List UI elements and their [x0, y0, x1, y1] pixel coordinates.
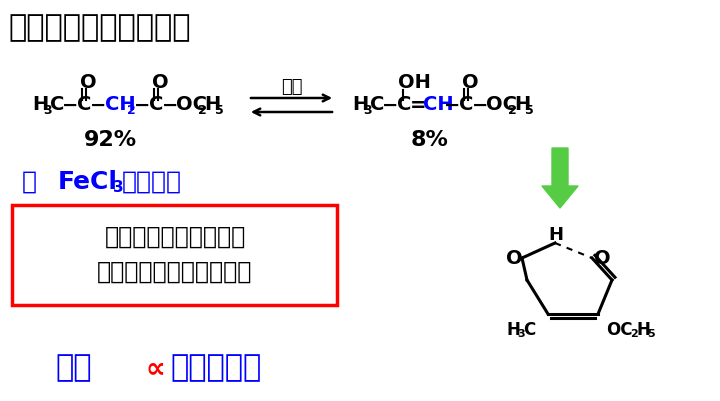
Text: C: C	[370, 95, 384, 115]
Text: 2: 2	[630, 329, 638, 339]
Text: C: C	[77, 95, 91, 115]
Text: FeCl: FeCl	[58, 170, 118, 194]
Text: C: C	[397, 95, 411, 115]
Text: H: H	[204, 95, 220, 115]
Text: 酮式和烯醇式互变异构: 酮式和烯醇式互变异构	[8, 14, 191, 43]
Text: C: C	[50, 95, 64, 115]
Text: 2: 2	[198, 103, 207, 117]
Text: OC: OC	[606, 321, 632, 339]
Text: 3: 3	[113, 180, 124, 194]
Text: −: −	[444, 95, 460, 115]
Text: −: −	[62, 95, 78, 115]
Text: O: O	[594, 249, 611, 267]
Text: 室温: 室温	[281, 78, 302, 96]
Text: O: O	[462, 73, 479, 93]
Text: 2: 2	[508, 103, 517, 117]
Text: O: O	[152, 73, 168, 93]
Text: −: −	[472, 95, 488, 115]
Text: O: O	[80, 73, 96, 93]
Text: OC: OC	[486, 95, 517, 115]
FancyBboxPatch shape	[12, 205, 337, 305]
Text: 2: 2	[127, 103, 136, 117]
Text: 3: 3	[363, 103, 372, 117]
Text: 此烯醇式较稳定。因为: 此烯醇式较稳定。因为	[104, 225, 246, 249]
Text: C: C	[523, 321, 535, 339]
Text: H: H	[514, 95, 530, 115]
Text: −: −	[162, 95, 179, 115]
Text: H: H	[32, 95, 48, 115]
Text: 5: 5	[215, 103, 224, 117]
Text: 92%: 92%	[84, 130, 137, 150]
Text: 烯醇式含量: 烯醇式含量	[170, 354, 261, 383]
Text: C: C	[459, 95, 473, 115]
Text: −: −	[382, 95, 398, 115]
Text: 酸性: 酸性	[55, 354, 91, 383]
Text: ∝: ∝	[145, 354, 165, 382]
Text: CH: CH	[423, 95, 454, 115]
Text: H: H	[506, 321, 520, 339]
Text: H: H	[549, 226, 564, 244]
Text: 8%: 8%	[411, 130, 449, 150]
Text: C: C	[149, 95, 163, 115]
Text: −: −	[90, 95, 107, 115]
Text: =: =	[410, 95, 426, 115]
Text: 使: 使	[22, 170, 37, 194]
Text: H: H	[352, 95, 368, 115]
Text: 溶液显色: 溶液显色	[122, 170, 182, 194]
Text: H: H	[636, 321, 650, 339]
Text: 分子内氢键、共轭体系。: 分子内氢键、共轭体系。	[97, 260, 253, 284]
Text: 3: 3	[517, 329, 525, 339]
Text: OH: OH	[398, 73, 431, 93]
Text: 5: 5	[647, 329, 654, 339]
Text: −: −	[134, 95, 150, 115]
FancyArrow shape	[542, 148, 578, 208]
Text: O: O	[505, 249, 522, 267]
Text: 5: 5	[525, 103, 534, 117]
Text: OC: OC	[176, 95, 207, 115]
Text: CH: CH	[105, 95, 135, 115]
Text: 3: 3	[43, 103, 52, 117]
